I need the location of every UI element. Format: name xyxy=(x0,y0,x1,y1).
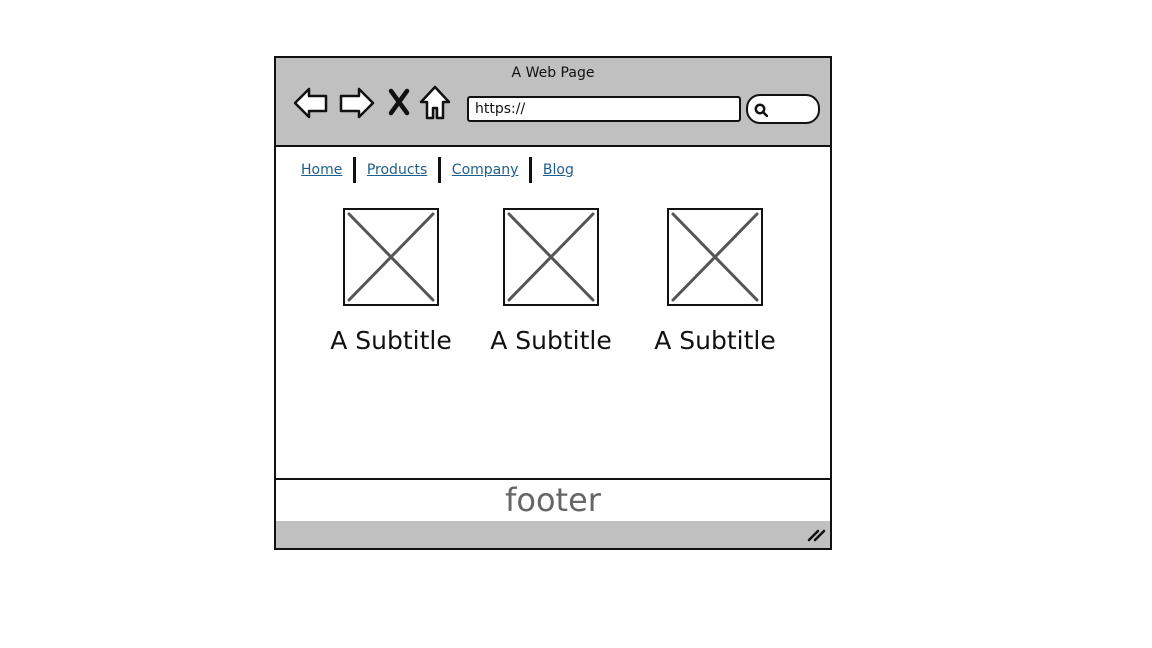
forward-button[interactable] xyxy=(338,84,376,122)
resize-grip-icon xyxy=(807,529,826,542)
back-button[interactable] xyxy=(292,84,330,122)
stop-button[interactable] xyxy=(386,84,412,122)
nav-link-products[interactable]: Products xyxy=(366,162,428,178)
nav-divider xyxy=(353,157,356,183)
page-footer: footer xyxy=(274,478,832,523)
card-subtitle: A Subtitle xyxy=(490,326,612,355)
image-placeholder xyxy=(343,208,439,306)
card-subtitle: A Subtitle xyxy=(330,326,452,355)
nav-divider xyxy=(529,157,532,183)
image-placeholder-icon xyxy=(671,212,759,302)
arrow-right-icon xyxy=(339,87,375,119)
site-navigation: Home Products Company Blog xyxy=(301,156,585,184)
window-title: A Web Page xyxy=(511,65,595,81)
nav-link-blog[interactable]: Blog xyxy=(542,162,574,178)
content-card: A Subtitle xyxy=(645,208,785,355)
card-subtitle: A Subtitle xyxy=(654,326,776,355)
search-icon xyxy=(754,103,768,117)
image-placeholder xyxy=(667,208,763,306)
arrow-left-icon xyxy=(293,87,328,119)
image-placeholder-icon xyxy=(347,212,435,302)
home-button[interactable] xyxy=(418,84,452,122)
nav-link-home[interactable]: Home xyxy=(301,162,343,178)
browser-toolbar: A Web Page xyxy=(276,58,830,147)
nav-divider xyxy=(438,157,441,183)
content-card: A Subtitle xyxy=(321,208,461,355)
home-icon xyxy=(419,85,451,120)
image-placeholder xyxy=(503,208,599,306)
resize-grip[interactable] xyxy=(806,527,826,546)
close-icon xyxy=(388,88,410,116)
image-placeholder-icon xyxy=(507,212,595,302)
content-card: A Subtitle xyxy=(481,208,621,355)
nav-link-company[interactable]: Company xyxy=(451,162,519,178)
browser-window: A Web Page xyxy=(274,56,832,550)
search-input[interactable] xyxy=(746,94,820,124)
status-bar xyxy=(276,521,830,548)
url-input[interactable] xyxy=(467,96,741,122)
